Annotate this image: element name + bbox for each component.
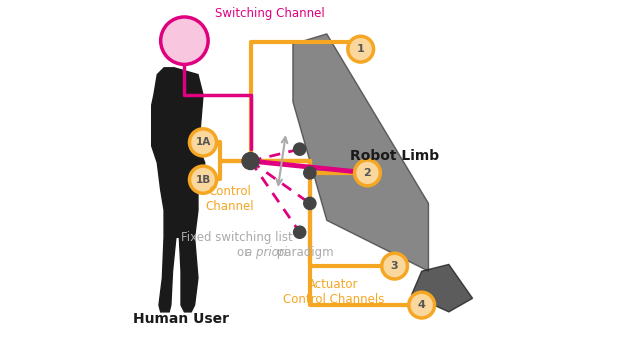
Circle shape bbox=[294, 143, 306, 155]
Text: Robot Limb: Robot Limb bbox=[350, 149, 439, 163]
Circle shape bbox=[355, 160, 380, 186]
Text: 1: 1 bbox=[357, 44, 365, 54]
Text: Actuator
Control Channels: Actuator Control Channels bbox=[283, 278, 384, 306]
Circle shape bbox=[161, 17, 208, 64]
Polygon shape bbox=[149, 68, 205, 312]
Text: Control
Channel: Control Channel bbox=[206, 185, 255, 213]
Text: Human User: Human User bbox=[133, 312, 229, 326]
Circle shape bbox=[242, 153, 259, 170]
Circle shape bbox=[294, 226, 306, 238]
Text: Switching Channel: Switching Channel bbox=[215, 7, 324, 20]
Polygon shape bbox=[293, 34, 429, 271]
Circle shape bbox=[304, 197, 316, 210]
Polygon shape bbox=[412, 264, 472, 312]
Circle shape bbox=[409, 292, 435, 318]
Circle shape bbox=[304, 167, 316, 179]
Text: 4: 4 bbox=[418, 300, 426, 310]
Text: 1B: 1B bbox=[195, 175, 211, 185]
Text: 1A: 1A bbox=[195, 137, 211, 147]
Text: 2: 2 bbox=[364, 168, 371, 178]
Text: or: or bbox=[237, 246, 253, 259]
Text: 3: 3 bbox=[391, 261, 398, 271]
Text: a priori: a priori bbox=[245, 246, 287, 259]
Circle shape bbox=[381, 253, 408, 279]
Circle shape bbox=[348, 36, 374, 62]
Text: Fixed switching list: Fixed switching list bbox=[181, 231, 293, 243]
Circle shape bbox=[189, 129, 216, 156]
Text: paradigm: paradigm bbox=[273, 246, 333, 259]
Circle shape bbox=[189, 166, 216, 193]
